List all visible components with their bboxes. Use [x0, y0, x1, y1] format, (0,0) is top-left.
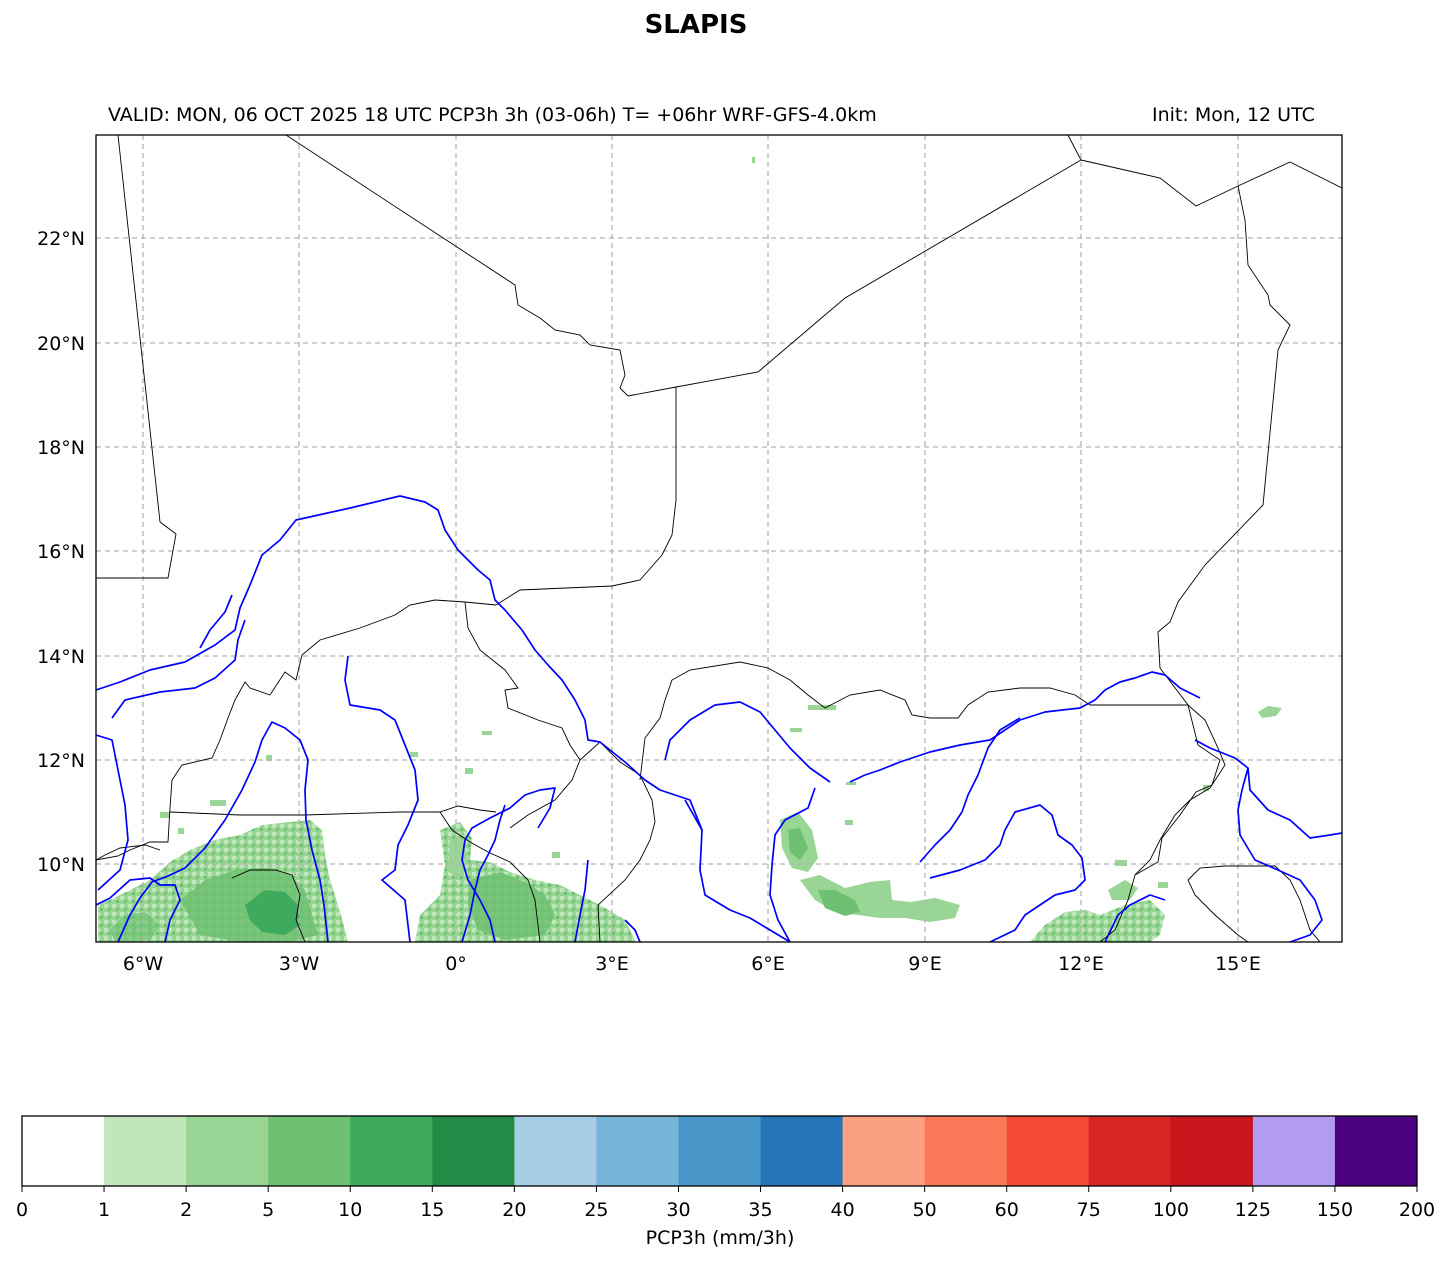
- colorbar-swatch: [678, 1116, 762, 1186]
- colorbar-ticks: 0 1 2 5 10 15 20 25 30 35 40 50 60 75 100 125 150 200: [16, 1186, 1435, 1221]
- gridlines: [96, 135, 1342, 942]
- colorbar-swatch: [186, 1116, 269, 1186]
- lon-tick-label: 3°W: [279, 953, 320, 975]
- colorbar-tick-label: 15: [420, 1199, 444, 1221]
- colorbar-label: PCP3h (mm/3h): [645, 1227, 795, 1249]
- colorbar-swatch: [268, 1116, 351, 1186]
- colorbar-tick-label: 50: [913, 1199, 937, 1221]
- chart-title: SLAPIS: [644, 10, 748, 40]
- lat-tick-label: 14°N: [37, 646, 85, 668]
- lat-tick-label: 18°N: [37, 437, 85, 459]
- colorbar-tick-label: 0: [16, 1199, 28, 1221]
- lat-tick-label: 22°N: [37, 228, 85, 250]
- colorbar-swatch: [1170, 1116, 1254, 1186]
- colorbar-swatch: [22, 1116, 105, 1186]
- colorbar-swatch: [596, 1116, 679, 1186]
- lat-tick-label: 20°N: [37, 333, 85, 355]
- colorbar-tick-label: 10: [338, 1199, 362, 1221]
- colorbar-tick-label: 5: [262, 1199, 274, 1221]
- colorbar-tick-label: 200: [1399, 1199, 1435, 1221]
- lon-tick-label: 12°E: [1058, 953, 1104, 975]
- colorbar-swatch: [104, 1116, 187, 1186]
- colorbar-tick-label: 1: [98, 1199, 110, 1221]
- colorbar-swatches: [22, 1116, 1418, 1186]
- colorbar-tick-label: 100: [1153, 1199, 1189, 1221]
- longitude-axis: 6°W 3°W 0° 3°E 6°E 9°E 12°E 15°E: [123, 953, 1261, 975]
- colorbar-swatch: [432, 1116, 515, 1186]
- colorbar-tick-label: 40: [830, 1199, 854, 1221]
- colorbar-tick-label: 2: [180, 1199, 192, 1221]
- colorbar-tick-label: 75: [1077, 1199, 1101, 1221]
- map-frame: [95, 134, 1343, 943]
- lat-tick-label: 16°N: [37, 541, 85, 563]
- colorbar-swatch: [350, 1116, 433, 1186]
- rivers: [96, 495, 1342, 942]
- precip-area-cameroon: [1030, 900, 1165, 942]
- lon-tick-label: 6°W: [123, 953, 164, 975]
- colorbar-tick-label: 60: [995, 1199, 1019, 1221]
- colorbar-tick-label: 125: [1235, 1199, 1271, 1221]
- colorbar-swatch: [1252, 1116, 1336, 1186]
- colorbar-tick-label: 20: [502, 1199, 526, 1221]
- colorbar-tick-label: 30: [666, 1199, 690, 1221]
- country-borders: [96, 135, 1342, 942]
- latitude-axis: 22°N 20°N 18°N 16°N 14°N 12°N 10°N: [37, 228, 85, 876]
- lon-tick-label: 15°E: [1215, 953, 1261, 975]
- colorbar-swatch: [1006, 1116, 1090, 1186]
- colorbar-tick-label: 25: [584, 1199, 608, 1221]
- lat-tick-label: 12°N: [37, 750, 85, 772]
- colorbar-swatch: [1088, 1116, 1172, 1186]
- colorbar-tick-label: 35: [748, 1199, 772, 1221]
- colorbar-swatch: [924, 1116, 1008, 1186]
- init-time-subtitle: Init: Mon, 12 UTC: [1152, 104, 1315, 126]
- colorbar-tick-label: 150: [1317, 1199, 1353, 1221]
- lon-tick-label: 9°E: [908, 953, 942, 975]
- lon-tick-label: 3°E: [595, 953, 629, 975]
- lon-tick-label: 0°: [445, 953, 467, 975]
- lat-tick-label: 10°N: [37, 854, 85, 876]
- valid-time-subtitle: VALID: MON, 06 OCT 2025 18 UTC PCP3h 3h …: [108, 104, 877, 126]
- precip-area-sw-core: [245, 890, 300, 935]
- lon-tick-label: 6°E: [751, 953, 785, 975]
- colorbar-swatch: [514, 1116, 597, 1186]
- colorbar-swatch: [760, 1116, 844, 1186]
- colorbar-frame: [21, 1115, 1418, 1187]
- colorbar-swatch: [842, 1116, 926, 1186]
- colorbar-swatch: [1334, 1116, 1418, 1186]
